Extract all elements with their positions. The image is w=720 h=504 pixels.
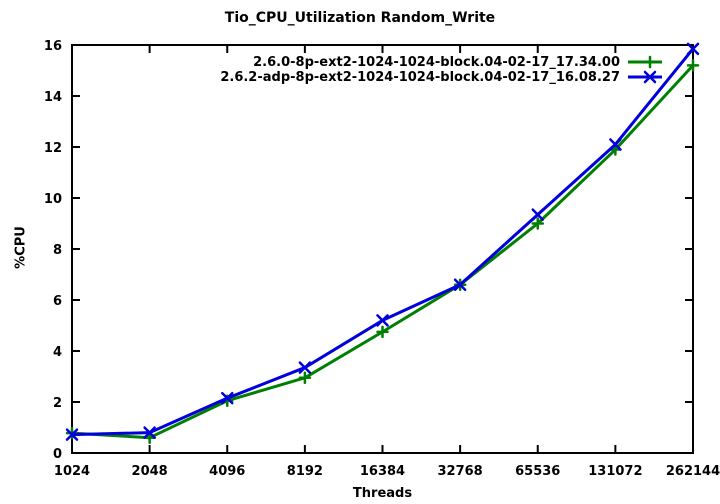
y-tick-label: 6 [53, 294, 62, 309]
data-point-marker [143, 426, 156, 439]
legend-entry-label-1: 2.6.2-adp-8p-ext2-1024-1024-block.04-02-… [220, 70, 620, 85]
x-tick-label: 4096 [209, 464, 245, 479]
x-tick-label: 65536 [515, 464, 560, 479]
data-point-marker [453, 278, 467, 291]
y-tick-label: 4 [53, 345, 62, 360]
data-point-marker [376, 325, 389, 339]
legend-entry-label-0: 2.6.0-8p-ext2-1024-1024-block.04-02-17_1… [253, 55, 620, 70]
y-tick-label: 8 [53, 243, 62, 258]
data-point-marker [376, 314, 389, 327]
x-axis-label: Threads [352, 486, 413, 501]
x-tick-label: 262144 [666, 464, 720, 479]
x-tick-label: 32768 [438, 464, 483, 479]
x-tick-label: 131072 [588, 464, 642, 479]
data-point-marker [643, 70, 657, 84]
y-tick-label: 2 [53, 396, 62, 411]
data-point-marker [686, 42, 700, 56]
x-tick-label: 8192 [287, 464, 323, 479]
y-tick-label: 16 [44, 39, 62, 54]
y-axis-label: %CPU [13, 226, 29, 269]
data-point-marker [531, 208, 544, 221]
data-point-marker [65, 428, 79, 441]
data-point-marker [298, 371, 312, 385]
data-point-marker [686, 59, 700, 72]
y-tick-label: 14 [44, 90, 62, 105]
data-point-marker [221, 391, 234, 405]
data-point-marker [531, 217, 544, 230]
x-tick-label: 1024 [54, 464, 90, 479]
x-tick-label: 16384 [360, 464, 405, 479]
x-tick-label: 2048 [132, 464, 168, 479]
chart-title: Tio_CPU_Utilization Random_Write [224, 10, 496, 26]
series-line-1 [71, 47, 695, 437]
plot-border [71, 44, 694, 454]
y-tick-label: 0 [53, 447, 62, 462]
y-tick-label: 12 [44, 141, 62, 156]
y-tick-label: 10 [44, 192, 62, 207]
data-point-marker [298, 361, 312, 374]
series-line-0 [71, 64, 695, 440]
data-point-marker [609, 138, 622, 151]
data-point-marker [643, 55, 657, 69]
